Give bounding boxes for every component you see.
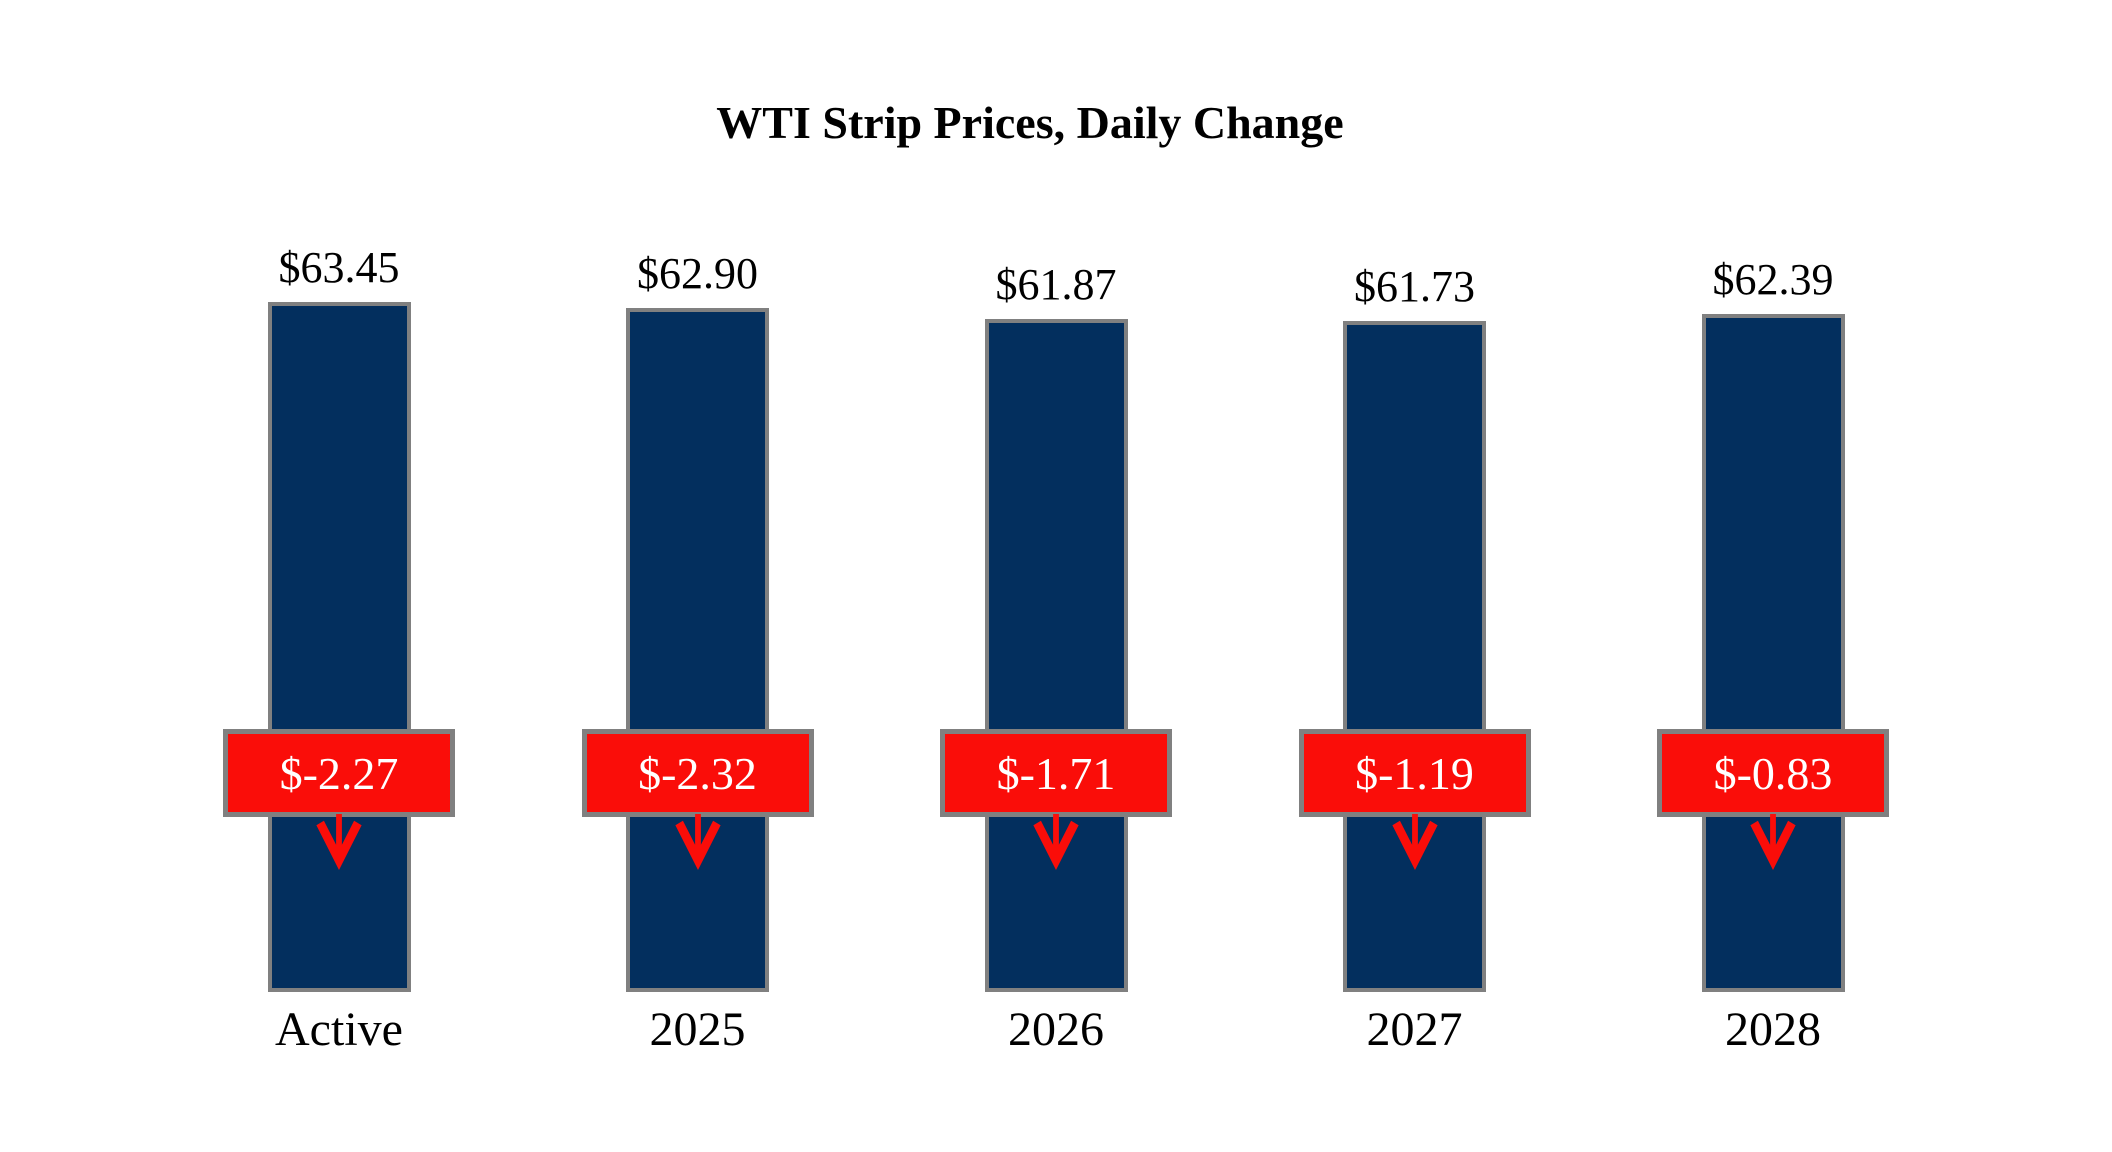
down-arrow-icon: [1386, 814, 1444, 870]
price-bar: [626, 307, 769, 992]
category-label: 2025: [649, 1003, 746, 1056]
daily-change-badge: $-1.19: [1298, 729, 1531, 817]
category-label: 2026: [1008, 1003, 1104, 1056]
price-bar: [984, 319, 1128, 992]
down-arrow-icon: [1027, 814, 1085, 870]
price-label: $61.73: [1354, 261, 1475, 311]
price-bar: [1701, 313, 1845, 992]
category-label: 2027: [1366, 1003, 1463, 1056]
down-arrow-icon: [669, 814, 727, 870]
price-label: $61.87: [995, 260, 1117, 310]
price-label: $62.90: [637, 248, 758, 298]
category-label: Active: [275, 1003, 403, 1056]
price-label: $62.39: [1712, 254, 1834, 304]
down-arrow-icon: [1744, 814, 1802, 870]
category-label: 2028: [1725, 1003, 1821, 1056]
down-arrow-icon: [310, 814, 368, 870]
chart-title: WTI Strip Prices, Daily Change: [716, 97, 1344, 148]
daily-change-badge: $-2.27: [223, 729, 455, 817]
price-bar: [1343, 320, 1486, 992]
daily-change-badge: $-2.32: [581, 729, 814, 817]
price-bar: [267, 302, 411, 992]
daily-change-badge: $-0.83: [1657, 729, 1889, 817]
price-label: $63.45: [278, 243, 400, 292]
daily-change-badge: $-1.71: [940, 729, 1172, 817]
